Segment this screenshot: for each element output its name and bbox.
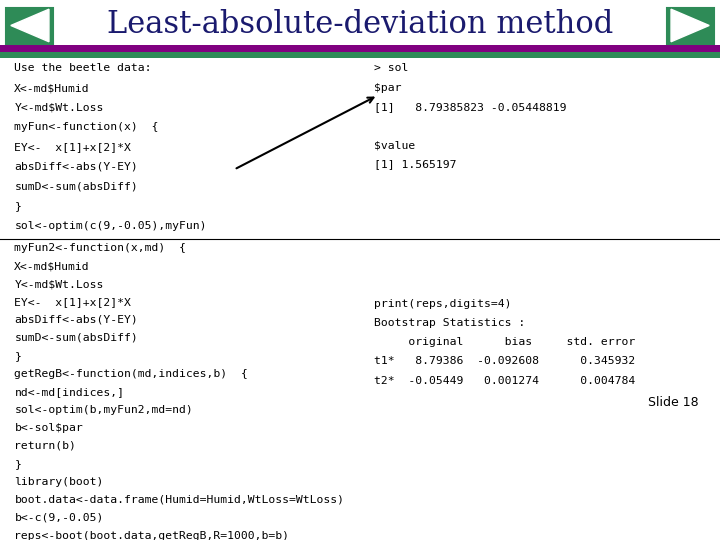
Text: absDiff<-abs(Y-EY): absDiff<-abs(Y-EY) (14, 161, 138, 172)
Text: Bootstrap Statistics :: Bootstrap Statistics : (374, 318, 526, 328)
Text: sol<-optim(c(9,-0.05),myFun): sol<-optim(c(9,-0.05),myFun) (14, 220, 207, 231)
Text: $value: $value (374, 140, 415, 150)
FancyBboxPatch shape (0, 45, 720, 52)
Text: myFun<-function(x)  {: myFun<-function(x) { (14, 123, 159, 132)
Text: }: } (14, 351, 22, 361)
Text: EY<-  x[1]+x[2]*X: EY<- x[1]+x[2]*X (14, 142, 131, 152)
Text: EY<-  x[1]+x[2]*X: EY<- x[1]+x[2]*X (14, 297, 131, 307)
Text: return(b): return(b) (14, 441, 76, 451)
Text: [1] 1.565197: [1] 1.565197 (374, 160, 457, 170)
Text: > sol: > sol (374, 64, 409, 73)
Text: }: } (14, 458, 22, 469)
FancyBboxPatch shape (667, 8, 714, 44)
Text: myFun2<-function(x,md)  {: myFun2<-function(x,md) { (14, 243, 186, 253)
Text: b<-sol$par: b<-sol$par (14, 423, 83, 433)
FancyBboxPatch shape (0, 52, 720, 58)
FancyBboxPatch shape (6, 8, 53, 44)
Text: sumD<-sum(absDiff): sumD<-sum(absDiff) (14, 181, 138, 191)
Text: t1*   8.79386  -0.092608      0.345932: t1* 8.79386 -0.092608 0.345932 (374, 356, 636, 366)
Text: $par: $par (374, 83, 402, 93)
Text: library(boot): library(boot) (14, 477, 104, 487)
Text: nd<-md[indices,]: nd<-md[indices,] (14, 387, 125, 397)
Text: print(reps,digits=4): print(reps,digits=4) (374, 299, 512, 309)
Text: }: } (14, 201, 22, 211)
Text: b<-c(9,-0.05): b<-c(9,-0.05) (14, 512, 104, 523)
Text: Use the beetle data:: Use the beetle data: (14, 64, 152, 73)
Text: absDiff<-abs(Y-EY): absDiff<-abs(Y-EY) (14, 315, 138, 325)
Polygon shape (11, 9, 49, 42)
Text: [1]   8.79385823 -0.05448819: [1] 8.79385823 -0.05448819 (374, 102, 567, 112)
Text: Y<-md$Wt.Loss: Y<-md$Wt.Loss (14, 279, 104, 289)
Text: Least-absolute-deviation method: Least-absolute-deviation method (107, 9, 613, 40)
Text: sol<-optim(b,myFun2,md=nd): sol<-optim(b,myFun2,md=nd) (14, 405, 193, 415)
Text: getRegB<-function(md,indices,b)  {: getRegB<-function(md,indices,b) { (14, 369, 248, 379)
Text: Slide 18: Slide 18 (648, 396, 698, 409)
Text: t2*  -0.05449   0.001274      0.004784: t2* -0.05449 0.001274 0.004784 (374, 375, 636, 386)
Text: Y<-md$Wt.Loss: Y<-md$Wt.Loss (14, 103, 104, 113)
Text: X<-md$Humid: X<-md$Humid (14, 261, 90, 271)
Text: boot.data<-data.frame(Humid=Humid,WtLoss=WtLoss): boot.data<-data.frame(Humid=Humid,WtLoss… (14, 495, 344, 504)
Text: sumD<-sum(absDiff): sumD<-sum(absDiff) (14, 333, 138, 343)
Text: X<-md$Humid: X<-md$Humid (14, 83, 90, 93)
Text: reps<-boot(boot.data,getRegB,R=1000,b=b): reps<-boot(boot.data,getRegB,R=1000,b=b) (14, 530, 289, 540)
Text: original      bias     std. error: original bias std. error (374, 337, 636, 347)
Polygon shape (671, 9, 709, 42)
